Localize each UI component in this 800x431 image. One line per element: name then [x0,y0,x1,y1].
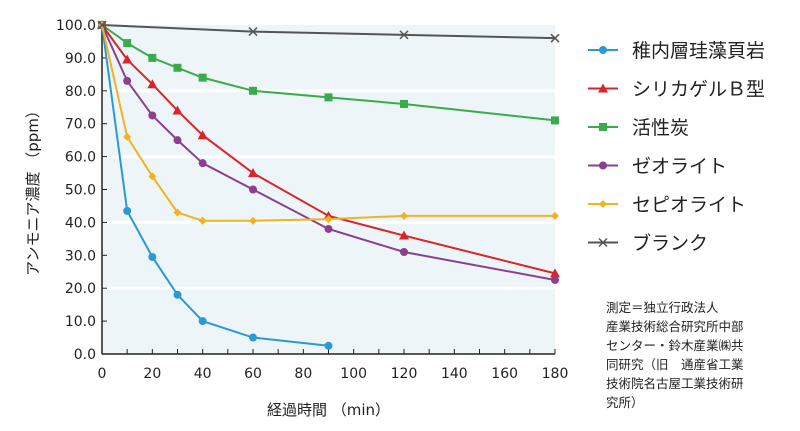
data-point [324,93,333,102]
series-2 [98,21,559,125]
series-0 [98,21,333,350]
data-point [148,252,157,261]
data-point [147,79,158,89]
x-axis-label: 経過時間 （min） [267,401,390,419]
legend-marker [599,123,607,131]
x-tick-label: 20 [143,366,161,382]
data-point [400,99,408,108]
x-tick-label: 120 [391,366,418,382]
note-line: 産業技術総合研究所中部 [606,319,744,334]
series-5 [97,20,560,43]
note-line: センター・鈴木産業㈱共 [606,338,744,353]
y-tick-label: 90.0 [65,51,96,67]
data-point [97,20,107,30]
data-point [249,86,257,95]
y-tick-label: 10.0 [65,314,96,330]
data-point [248,27,258,37]
data-point [172,105,183,115]
data-point [173,63,182,72]
data-point [249,333,257,342]
y-tick-label: 40.0 [65,215,96,231]
data-point [173,208,182,217]
data-point [122,54,133,64]
y-axis-label: アンモニア濃度 （ppm） [24,103,42,276]
data-point [550,268,560,278]
data-point [399,230,409,240]
data-point [197,130,208,140]
legend-item: ゼオライト [588,156,727,178]
x-tick-label: 180 [542,366,569,382]
y-tick-label: 20.0 [65,281,96,297]
data-point [249,185,257,194]
data-point [148,53,157,62]
legend-item: シリカゲルＢ型 [588,79,765,101]
y-tick-label: 30.0 [65,248,96,264]
legend-label: 活性炭 [632,117,689,139]
data-point [248,168,258,178]
legend-marker [599,161,607,170]
data-point [198,73,207,82]
data-point [551,211,559,220]
x-tick-label: 140 [441,366,468,382]
data-point [551,116,559,125]
y-tick-label: 100.0 [56,18,96,34]
data-point [400,248,408,257]
y-tick-label: 60.0 [65,150,96,166]
legend-label: ブランク [632,232,708,255]
y-tick-label: 50.0 [65,183,96,199]
data-point [123,206,132,215]
legend-item: 活性炭 [588,117,689,139]
plot-background [102,25,555,354]
y-tick-label: 80.0 [65,84,96,100]
legend-item: 稚内層珪藻頁岩 [588,40,765,62]
legend-label: シリカゲルＢ型 [632,79,765,101]
x-tick-label: 0 [98,366,107,382]
x-tick-label: 160 [491,366,518,382]
series-4 [98,21,559,225]
data-point [551,275,559,284]
legend-marker [599,46,607,54]
source-note: 測定＝独立行政法人 産業技術総合研究所中部 センター・鈴木産業㈱共 同研究（旧 … [606,298,796,412]
note-line: 同研究（旧 通産省工業 [606,357,744,372]
legend-label: セピオライト [632,194,746,216]
y-tick-label: 0.0 [74,347,96,363]
data-point [123,39,132,48]
series-line [101,24,556,40]
x-tick-label: 60 [244,366,262,382]
legend-marker [599,200,607,208]
note-line: 技術院名古屋工業技術研 [606,376,744,391]
legend-item: セピオライト [588,194,746,216]
data-point [399,30,409,40]
note-line: 究所） [606,395,644,410]
data-point [198,216,207,225]
legend-label: 稚内層珪藻頁岩 [632,40,765,62]
series-3 [98,21,559,284]
data-point [148,172,157,181]
legend-item: ブランク [588,232,708,255]
data-point [324,215,333,224]
x-tick-label: 100 [340,366,367,382]
data-point [173,136,182,145]
data-point [198,159,207,168]
data-point [123,76,132,85]
y-tick-label: 70.0 [65,117,96,133]
data-point [198,317,207,326]
data-point [324,224,333,233]
data-point [550,33,560,43]
data-point [324,341,333,350]
data-point [249,216,257,225]
data-point [148,111,157,120]
note-line: 測定＝独立行政法人 [606,300,719,315]
data-point [173,290,182,299]
legend-marker [598,237,608,248]
x-tick-label: 80 [294,366,312,382]
legend-marker [598,83,608,93]
data-point [123,132,132,141]
legend-label: ゼオライト [632,156,727,178]
data-point [400,211,408,220]
x-tick-label: 40 [194,366,212,382]
